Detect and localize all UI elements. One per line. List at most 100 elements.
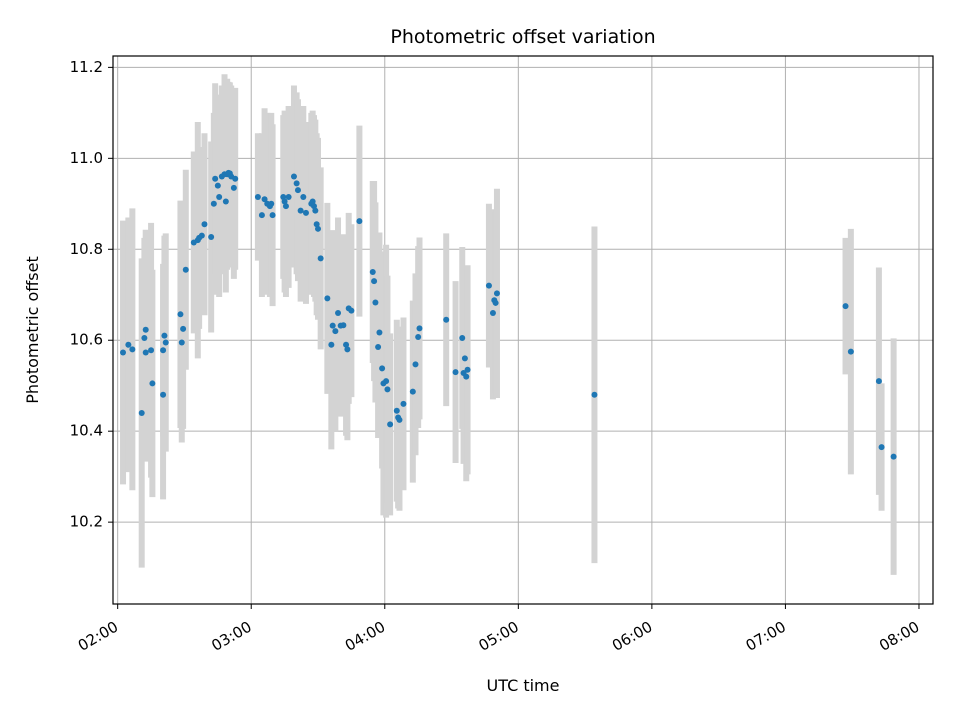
data-point [461, 355, 468, 362]
data-point [393, 407, 400, 414]
data-point [125, 341, 132, 348]
y-tick-label: 10.8 [70, 240, 103, 258]
data-point [485, 282, 492, 289]
data-point [591, 391, 598, 398]
y-axis-title: Photometric offset [23, 256, 42, 404]
data-point [281, 198, 288, 205]
data-point [297, 207, 304, 214]
data-point [383, 378, 390, 385]
data-point [315, 225, 321, 232]
data-point [376, 329, 383, 336]
x-axis-title: UTC time [487, 676, 560, 695]
data-point [344, 346, 351, 353]
data-point [258, 212, 265, 219]
data-point [201, 221, 208, 228]
data-point [142, 349, 149, 356]
data-point [489, 309, 496, 316]
data-point [222, 198, 229, 205]
data-point [160, 391, 167, 398]
data-point [310, 203, 317, 210]
data-point [379, 365, 386, 372]
data-point [282, 203, 289, 210]
data-point [129, 346, 136, 353]
data-point [120, 349, 127, 356]
data-point [182, 266, 189, 273]
data-point [230, 184, 237, 191]
data-point [208, 233, 215, 240]
data-point [443, 316, 450, 323]
data-point [312, 207, 319, 214]
data-point [493, 290, 500, 297]
data-point [180, 325, 187, 332]
data-point [348, 307, 355, 314]
data-point [290, 173, 297, 180]
data-point [162, 339, 169, 346]
data-point [415, 334, 422, 341]
data-point [141, 334, 148, 341]
data-point [293, 180, 300, 187]
data-point [878, 444, 885, 451]
data-point [210, 200, 217, 207]
data-point [492, 299, 499, 306]
data-point [269, 212, 276, 219]
y-axis: 10.2 10.4 10.6 10.8 11.0 11.2 [70, 58, 113, 531]
data-point [198, 232, 205, 239]
data-point [324, 295, 331, 302]
data-point [387, 421, 394, 428]
data-point [464, 366, 471, 373]
data-point [375, 344, 382, 351]
data-point [459, 334, 466, 341]
y-tick-label: 11.2 [70, 58, 103, 76]
data-point [138, 409, 145, 416]
data-point [285, 193, 292, 200]
data-points [120, 169, 897, 460]
data-point [309, 198, 316, 205]
data-point [369, 269, 376, 276]
data-point [409, 388, 416, 395]
data-point [161, 332, 168, 339]
y-tick-label: 10.6 [70, 331, 103, 349]
y-tick-label: 10.4 [70, 422, 103, 440]
plot-frame [112, 55, 934, 605]
data-point [356, 218, 363, 225]
data-point [261, 196, 268, 203]
data-point [313, 221, 320, 228]
data-point [875, 378, 882, 385]
data-point [268, 200, 275, 207]
data-point [329, 322, 336, 329]
data-point [372, 299, 379, 306]
data-point [890, 453, 897, 460]
data-point [212, 175, 219, 182]
data-point [335, 309, 342, 316]
data-point [847, 348, 854, 355]
data-point [340, 322, 347, 329]
data-point [412, 361, 419, 368]
data-point [148, 347, 155, 354]
data-point [343, 341, 350, 348]
data-point [400, 400, 407, 407]
data-point [280, 193, 287, 200]
data-point [254, 193, 261, 200]
data-point [371, 278, 378, 285]
y-tick-label: 10.2 [70, 513, 103, 531]
data-point [142, 326, 149, 333]
chart-title: Photometric offset variation [390, 26, 655, 48]
data-point [177, 311, 184, 318]
data-point [328, 341, 335, 348]
data-point [178, 339, 185, 346]
data-point [214, 182, 221, 189]
data-point [216, 193, 223, 200]
y-tick-label: 11.0 [70, 149, 103, 167]
data-point [452, 369, 459, 376]
data-point [384, 386, 391, 393]
data-point [842, 303, 849, 310]
data-point [300, 193, 307, 200]
data-point [149, 380, 156, 387]
data-point [332, 328, 339, 335]
data-point [294, 187, 301, 194]
data-point [317, 255, 324, 262]
data-point [416, 325, 423, 332]
data-point [396, 416, 403, 423]
